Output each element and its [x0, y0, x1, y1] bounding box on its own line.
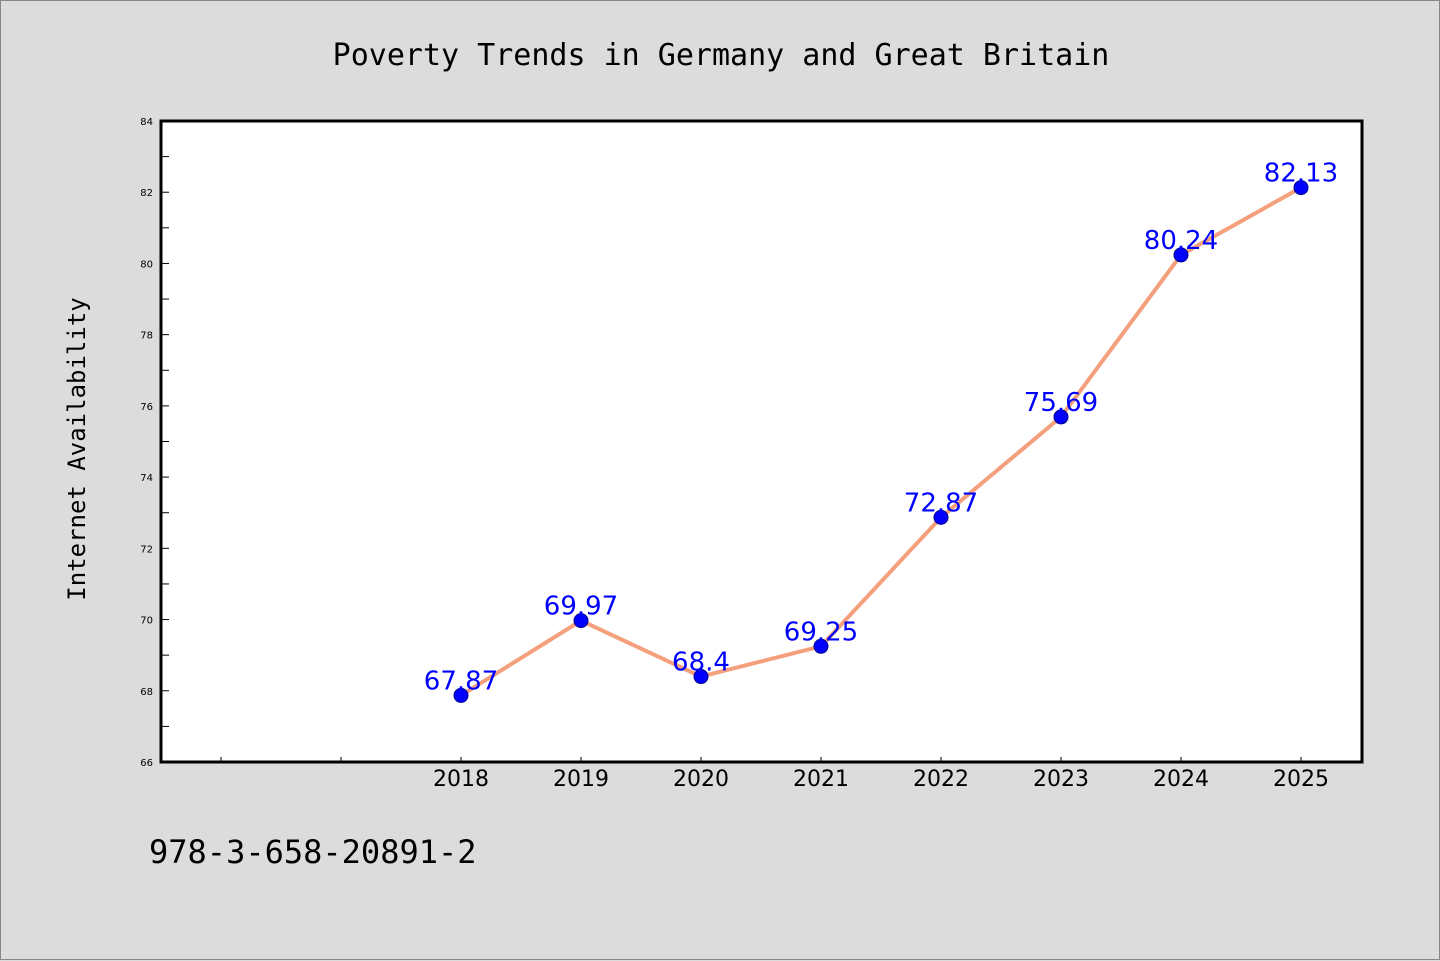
- y-tick-label: 72: [140, 544, 153, 555]
- x-tick-label: 2025: [1273, 767, 1329, 792]
- data-point: [453, 687, 469, 703]
- data-point: [1173, 247, 1189, 263]
- y-tick-label: 70: [140, 616, 153, 627]
- data-label: 72.87: [904, 488, 978, 518]
- data-label: 69.97: [544, 592, 618, 622]
- y-tick-label: 82: [140, 188, 153, 199]
- series-internet-availability: [453, 180, 1309, 703]
- data-point: [693, 669, 709, 685]
- data-label: 80.24: [1144, 226, 1218, 256]
- y-tick-label: 68: [140, 687, 153, 698]
- y-tick-label: 66: [140, 758, 153, 769]
- y-tick-label: 78: [140, 331, 153, 342]
- x-tick-label: 2024: [1153, 767, 1209, 792]
- y-tick-label: 80: [140, 259, 153, 270]
- x-tick-label: 2022: [913, 767, 969, 792]
- data-label: 75.69: [1024, 388, 1098, 418]
- data-label: 82.13: [1264, 159, 1338, 189]
- data-point: [813, 638, 829, 654]
- data-point: [1053, 409, 1069, 425]
- data-label: 69.25: [784, 617, 858, 647]
- data-label: 67.87: [424, 666, 498, 696]
- y-tick-label: 84: [140, 117, 153, 128]
- plot-area: [159, 119, 1364, 764]
- data-point: [573, 613, 589, 629]
- x-axis: 2018 2019 2020 2021 2022 2023 2024 2025: [220, 757, 1329, 792]
- y-tick-label: 76: [140, 402, 153, 413]
- x-tick-label: 2019: [553, 767, 609, 792]
- data-labels: 67.87 69.97 68.4 69.25 72.87 75.69 80.24 82.13: [424, 159, 1338, 697]
- x-tick-label: 2021: [793, 767, 849, 792]
- chart-title: Poverty Trends in Germany and Great Brit…: [333, 38, 1110, 73]
- y-axis-label: Internet Availability: [63, 297, 91, 600]
- x-tick-label: 2020: [673, 767, 729, 792]
- series-line: [459, 185, 1303, 698]
- data-point: [933, 509, 949, 525]
- y-tick-label: 74: [140, 473, 153, 484]
- x-tick-label: 2023: [1033, 767, 1089, 792]
- y-axis: 66 68 70 72 74 76 78 80 82 84: [140, 117, 169, 769]
- footer-code: 978-3-658-20891-2: [149, 833, 477, 871]
- data-point: [1293, 180, 1309, 196]
- data-label: 68.4: [672, 648, 730, 678]
- x-tick-label: 2018: [433, 767, 489, 792]
